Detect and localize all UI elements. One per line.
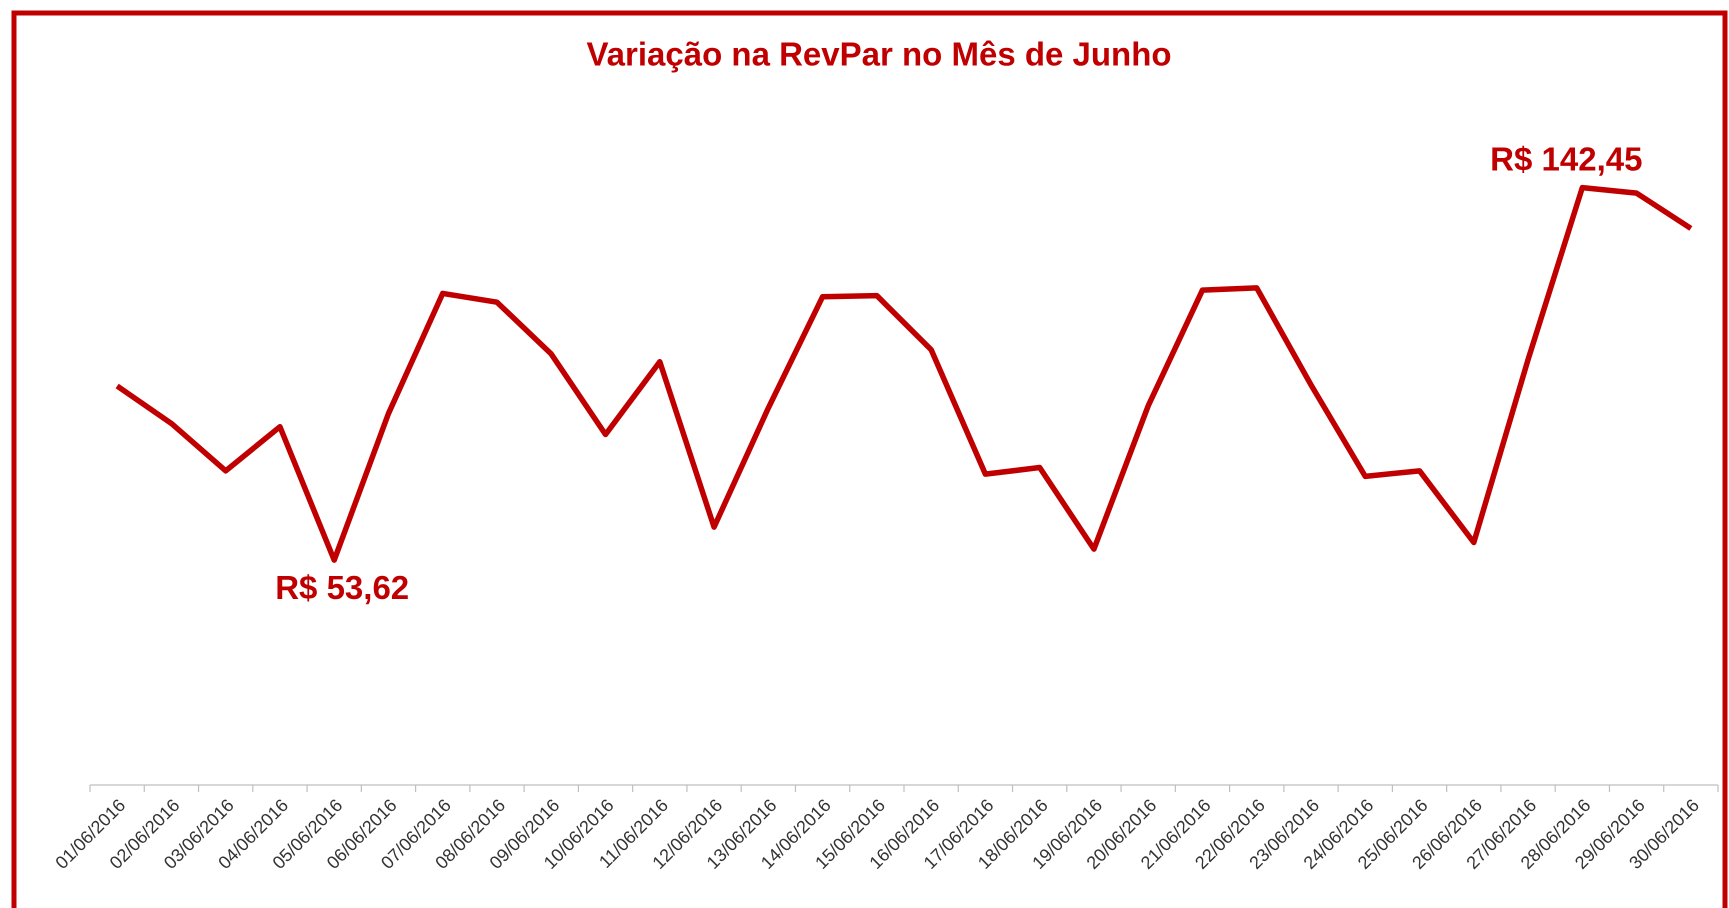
- chart-border: [11, 10, 1728, 908]
- data-label: R$ 53,62: [275, 569, 409, 606]
- line-series: [115, 184, 1693, 563]
- data-label: R$ 142,45: [1490, 140, 1642, 177]
- chart-title: Variação na RevPar no Mês de Junho: [586, 36, 1171, 73]
